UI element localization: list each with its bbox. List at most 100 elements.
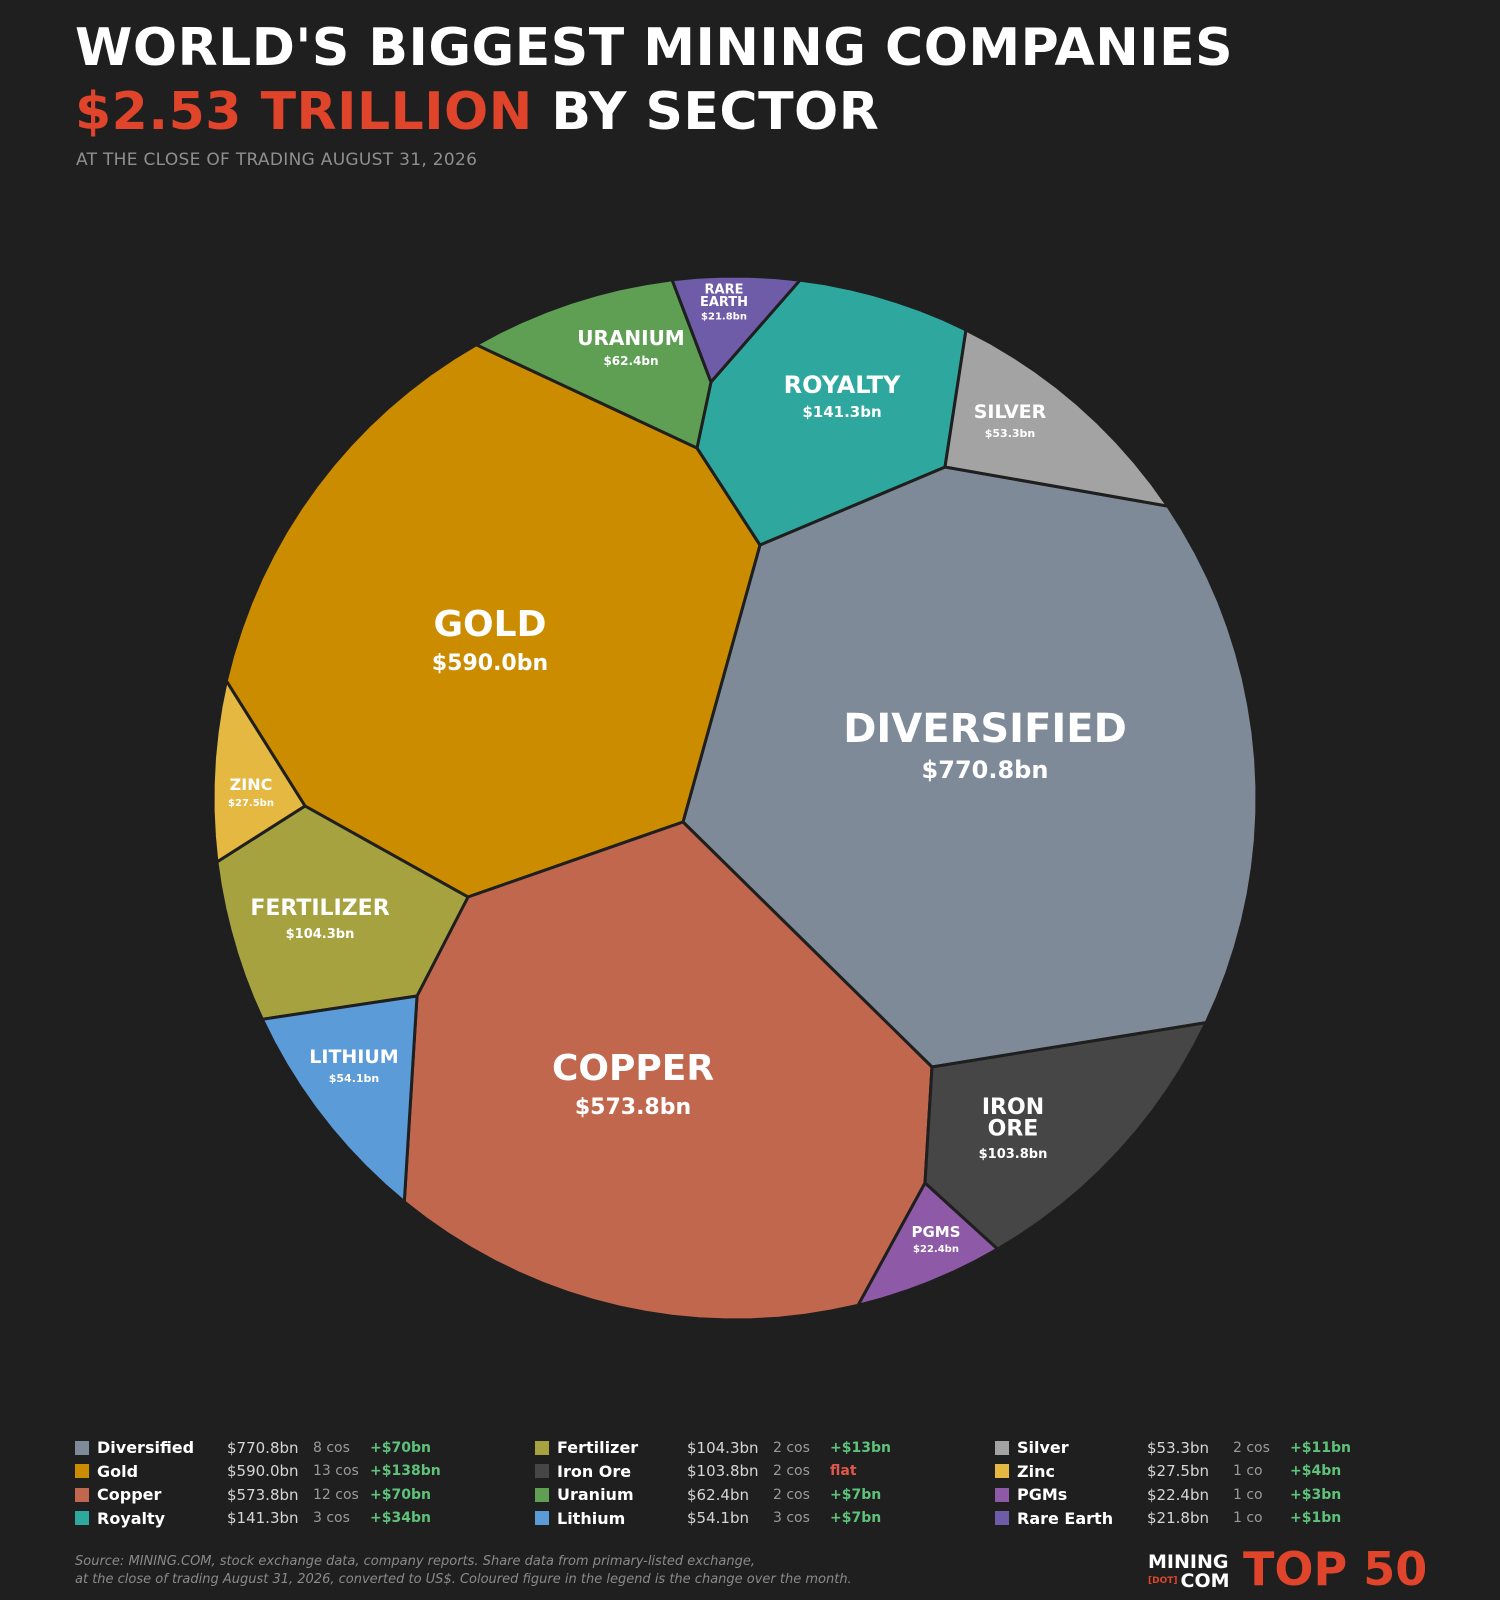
cell-pgms [856, 1181, 1000, 1307]
legend-change: +$34bn [370, 1510, 431, 1527]
brand-top: MINING [1148, 1551, 1229, 1573]
cell-silver [943, 328, 1170, 508]
legend-companies: 2 cos [773, 1439, 810, 1456]
legend-value: $21.8bn [1147, 1509, 1209, 1528]
legend-companies: 3 cos [313, 1510, 350, 1527]
legend-swatch [75, 1440, 89, 1455]
legend-value: $27.5bn [1147, 1462, 1209, 1481]
legend-companies: 2 cos [773, 1486, 810, 1503]
legend-companies: 1 co [1233, 1463, 1263, 1480]
legend-swatch [535, 1464, 549, 1479]
label-pgms: PGMS [911, 1223, 960, 1241]
legend-row-iron-ore: Iron Ore $103.8bn 2 cos flat [535, 1460, 995, 1484]
value-silver: $53.3bn [985, 427, 1036, 440]
cell-iron-ore [923, 1021, 1208, 1251]
legend-companies: 3 cos [773, 1510, 810, 1527]
value-royalty: $141.3bn [802, 403, 881, 421]
total-value: $2.53 TRILLION [75, 82, 533, 142]
value-lithium: $54.1bn [329, 1072, 380, 1085]
legend-name: Rare Earth [1017, 1508, 1114, 1528]
value-gold: $590.0bn [432, 651, 548, 676]
legend-row-gold: Gold $590.0bn 13 cos +$138bn [75, 1460, 535, 1484]
cell-diversified [681, 465, 1259, 1069]
legend-column-1: Diversified $770.8bn 8 cos +$70bn Gold $590.0… [75, 1436, 535, 1530]
legend-name: Gold [97, 1461, 139, 1481]
brand-dot: [DOT] [1148, 1576, 1178, 1586]
legend-value: $770.8bn [227, 1438, 299, 1457]
label-lithium: LITHIUM [309, 1046, 398, 1068]
label-silver: SILVER [974, 401, 1047, 423]
brand-bottom: COM [1180, 1570, 1230, 1592]
label-rare-earth-1: RARE [705, 283, 744, 298]
legend-change: +$3bn [1290, 1486, 1342, 1503]
value-pgms: $22.4bn [913, 1244, 959, 1255]
legend-column-3: Silver $53.3bn 2 cos +$11bn Zinc $27.5bn 1 co +… [995, 1436, 1455, 1530]
legend-change: +$4bn [1290, 1463, 1342, 1480]
title-rest: BY SECTOR [551, 82, 880, 142]
legend-value: $103.8bn [687, 1462, 759, 1481]
legend-row-fertilizer: Fertilizer $104.3bn 2 cos +$13bn [535, 1436, 995, 1460]
top50-badge: TOP 50 [1243, 1542, 1428, 1596]
label-iron-ore-2: ORE [988, 1117, 1039, 1142]
legend-row-royalty: Royalty $141.3bn 3 cos +$34bn [75, 1507, 535, 1531]
legend-change: +$1bn [1290, 1510, 1342, 1527]
brand-logo: MINING [DOT] COM [1148, 1553, 1230, 1591]
legend-value: $53.3bn [1147, 1438, 1209, 1457]
legend-value: $62.4bn [687, 1485, 749, 1504]
value-uranium: $62.4bn [603, 354, 658, 368]
legend-name: Fertilizer [557, 1438, 639, 1458]
value-zinc: $27.5bn [228, 798, 274, 809]
legend-companies: 8 cos [313, 1439, 350, 1456]
legend-change: flat [830, 1463, 857, 1480]
legend-name: Royalty [97, 1508, 166, 1528]
legend-row-lithium: Lithium $54.1bn 3 cos +$7bn [535, 1507, 995, 1531]
legend: Diversified $770.8bn 8 cos +$70bn Gold $590.0… [75, 1436, 1455, 1530]
label-rare-earth-2: EARTH [700, 295, 748, 310]
legend-value: $573.8bn [227, 1485, 299, 1504]
legend-swatch [75, 1511, 89, 1526]
label-iron-ore-1: IRON [982, 1095, 1044, 1120]
source-note: Source: MINING.COM, stock exchange data,… [75, 1553, 975, 1589]
legend-companies: 12 cos [313, 1486, 359, 1503]
cell-copper [402, 820, 934, 1322]
voronoi-chart: DIVERSIFIED $770.8bn GOLD $590.0bn COPPER $57… [211, 274, 1259, 1322]
legend-swatch [995, 1440, 1009, 1455]
value-iron-ore: $103.8bn [979, 1147, 1048, 1162]
legend-name: PGMs [1017, 1485, 1068, 1505]
legend-change: +$7bn [830, 1486, 882, 1503]
legend-value: $104.3bn [687, 1438, 759, 1457]
value-rare-earth: $21.8bn [701, 312, 747, 323]
chart-subtitle: AT THE CLOSE OF TRADING AUGUST 31, 2026 [76, 150, 478, 170]
legend-row-pgms: PGMs $22.4bn 1 co +$3bn [995, 1483, 1455, 1507]
legend-value: $141.3bn [227, 1509, 299, 1528]
cell-zinc [211, 679, 307, 864]
legend-name: Uranium [557, 1485, 634, 1505]
legend-swatch [75, 1464, 89, 1479]
legend-companies: 2 cos [1233, 1439, 1270, 1456]
legend-swatch [535, 1511, 549, 1526]
legend-change: +$138bn [370, 1463, 441, 1480]
value-diversified: $770.8bn [922, 756, 1049, 784]
legend-swatch [75, 1487, 89, 1502]
legend-name: Lithium [557, 1508, 626, 1528]
legend-swatch [995, 1511, 1009, 1526]
legend-companies: 1 co [1233, 1486, 1263, 1503]
label-royalty: ROYALTY [784, 371, 901, 399]
label-copper: COPPER [552, 1048, 714, 1089]
value-fertilizer: $104.3bn [286, 927, 355, 942]
legend-value: $590.0bn [227, 1462, 299, 1481]
legend-row-diversified: Diversified $770.8bn 8 cos +$70bn [75, 1436, 535, 1460]
legend-change: +$7bn [830, 1510, 882, 1527]
legend-column-2: Fertilizer $104.3bn 2 cos +$13bn Iron Ore $10… [535, 1436, 995, 1530]
label-fertilizer: FERTILIZER [250, 896, 389, 921]
legend-change: +$70bn [370, 1439, 431, 1456]
legend-swatch [535, 1440, 549, 1455]
chart-title-line2: $2.53 TRILLION BY SECTOR [75, 86, 879, 138]
label-uranium: URANIUM [577, 326, 684, 350]
cell-lithium [260, 994, 419, 1204]
legend-companies: 1 co [1233, 1510, 1263, 1527]
legend-row-copper: Copper $573.8bn 12 cos +$70bn [75, 1483, 535, 1507]
label-gold: GOLD [434, 604, 547, 645]
label-diversified: DIVERSIFIED [843, 706, 1127, 752]
chart-title-line1: WORLD'S BIGGEST MINING COMPANIES [75, 18, 1234, 78]
